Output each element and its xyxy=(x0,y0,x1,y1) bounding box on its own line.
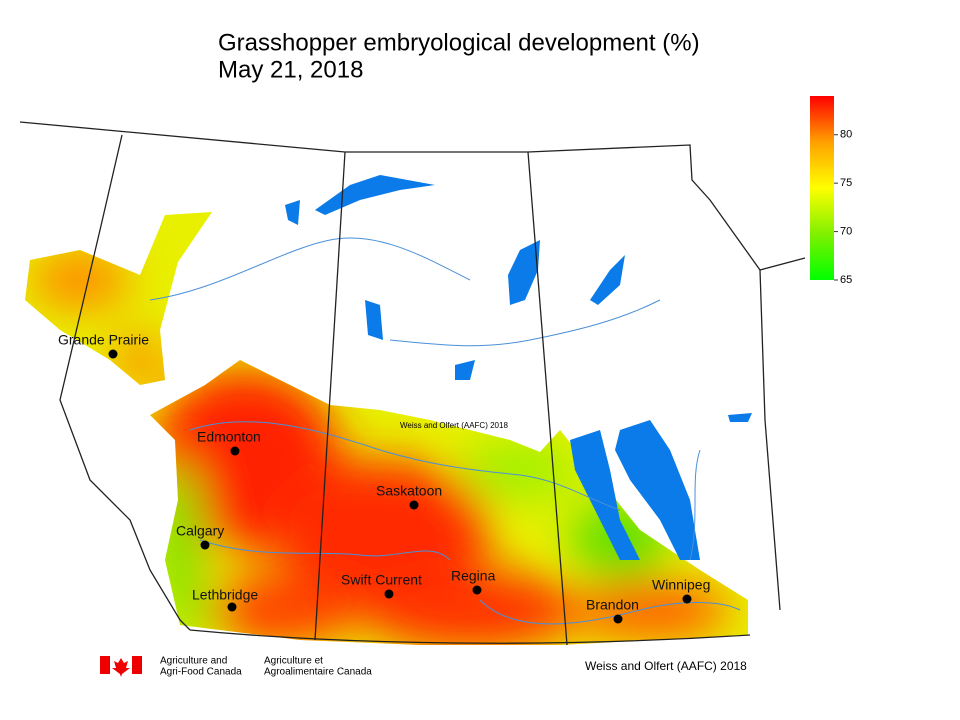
city-label: Edmonton xyxy=(197,429,261,445)
city-dot xyxy=(227,602,237,612)
city-label: Winnipeg xyxy=(652,577,710,593)
rivers xyxy=(149,237,741,625)
city-label: Regina xyxy=(451,568,496,584)
footer-credit: Weiss and Olfert (AAFC) 2018 xyxy=(585,659,747,673)
borders xyxy=(19,121,806,646)
colorbar xyxy=(810,96,834,280)
colorbar-tick-label: 70 xyxy=(840,225,852,237)
city-dot xyxy=(472,585,482,595)
logo-en: Agriculture and xyxy=(160,656,227,667)
map-title: Grasshopper embryological development (%… xyxy=(218,29,700,56)
city-dot xyxy=(613,614,623,624)
lakes xyxy=(285,175,752,560)
city-label: Calgary xyxy=(176,523,224,539)
logo-fr: Agriculture et xyxy=(264,656,323,667)
colorbar-tick-label: 80 xyxy=(840,129,852,141)
map-credit: Weiss and Olfert (AAFC) 2018 xyxy=(400,421,508,430)
city-dot xyxy=(384,589,394,599)
logo-en: Agri-Food Canada xyxy=(160,667,242,678)
city-dot xyxy=(409,500,419,510)
flag-logo xyxy=(100,656,142,677)
city-label: Swift Current xyxy=(341,572,422,588)
colorbar-tick-label: 65 xyxy=(840,274,852,286)
city-dot xyxy=(230,446,240,456)
logo-fr: Agroalimentaire Canada xyxy=(264,667,372,678)
city-label: Grande Prairie xyxy=(58,332,149,348)
city-dot xyxy=(108,349,118,359)
city-label: Saskatoon xyxy=(376,483,442,499)
city-dot xyxy=(200,540,210,550)
city-dot xyxy=(682,594,692,604)
map-date: May 21, 2018 xyxy=(218,56,363,83)
city-label: Brandon xyxy=(586,597,639,613)
city-label: Lethbridge xyxy=(192,587,258,603)
colorbar-tick-label: 75 xyxy=(840,177,852,189)
